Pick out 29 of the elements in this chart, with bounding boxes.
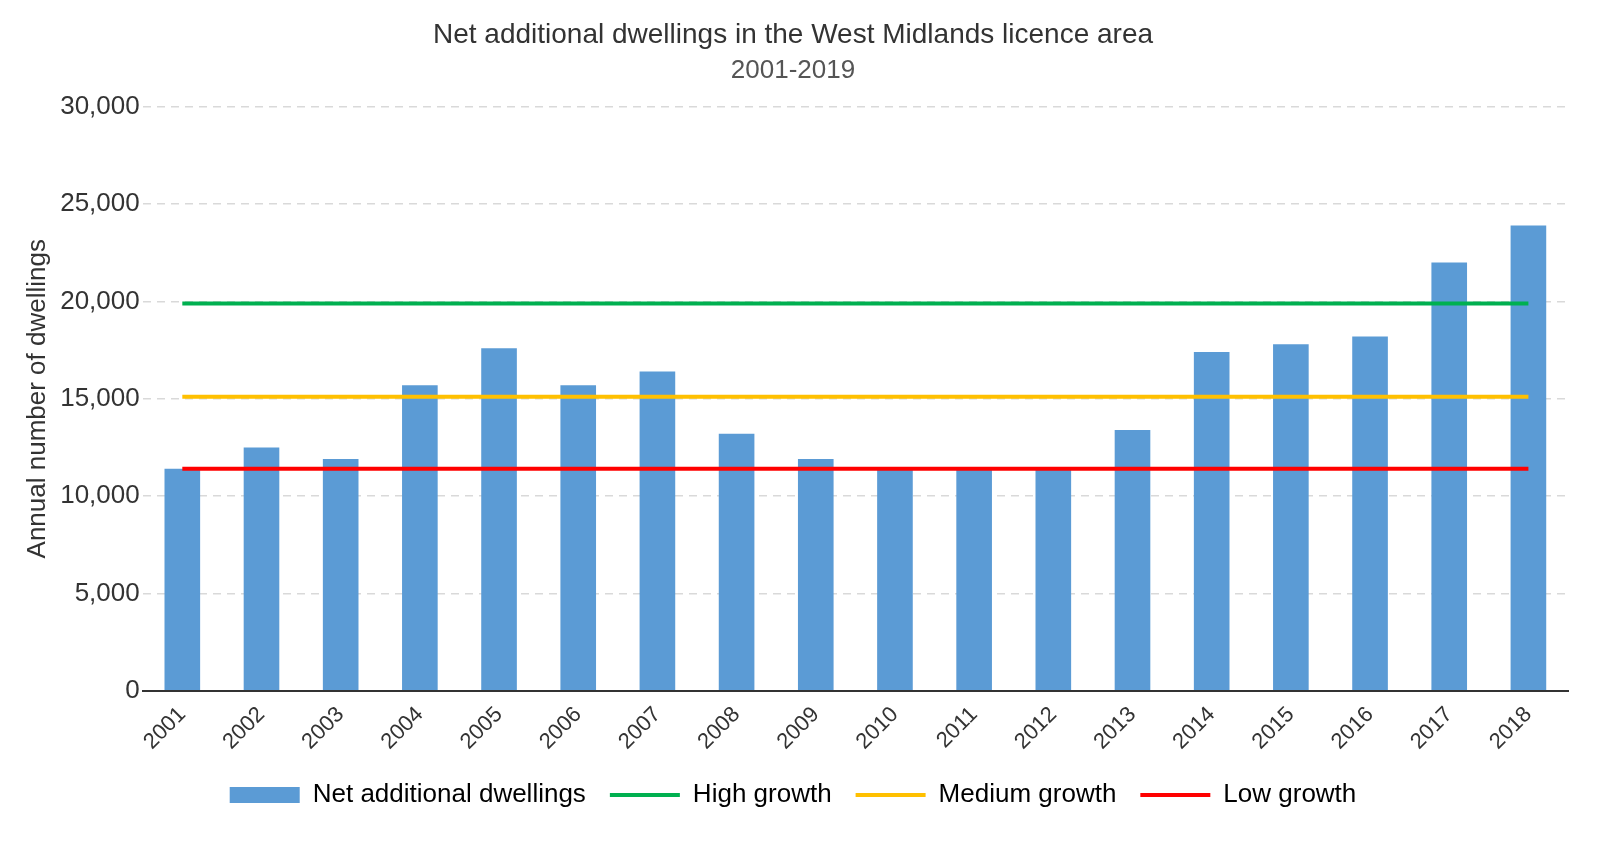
legend-label: Medium growth xyxy=(938,778,1117,809)
chart-subtitle: 2001-2019 xyxy=(730,54,856,85)
bar xyxy=(481,348,517,690)
y-tick-label: 10,000 xyxy=(60,479,140,510)
y-axis-title: Annual number of dwellings xyxy=(20,239,51,559)
legend-label: Low growth xyxy=(1223,778,1357,809)
y-tick-label: 30,000 xyxy=(60,89,140,120)
bar xyxy=(402,385,438,690)
bar xyxy=(164,468,201,690)
bar xyxy=(560,385,597,690)
bar xyxy=(322,459,359,690)
bar xyxy=(1114,429,1151,690)
bar xyxy=(639,371,676,690)
y-tick-label: 5,000 xyxy=(74,576,140,607)
bar xyxy=(1273,344,1309,690)
bar xyxy=(797,459,834,690)
legend-label: High growth xyxy=(692,778,832,809)
bar xyxy=(718,433,755,690)
bar xyxy=(243,447,280,690)
chart-title: Net additional dwellings in the West Midlands licence area xyxy=(432,17,1154,49)
y-tick-label: 25,000 xyxy=(60,187,140,218)
bar xyxy=(1193,352,1230,690)
y-tick-label: 15,000 xyxy=(60,381,140,412)
legend-label: Net additional dwellings xyxy=(312,778,586,809)
y-tick-label: 20,000 xyxy=(60,284,140,315)
bar xyxy=(1431,262,1468,690)
bar xyxy=(1510,225,1547,690)
bar xyxy=(1352,336,1388,690)
y-tick-label: 0 xyxy=(125,673,140,704)
